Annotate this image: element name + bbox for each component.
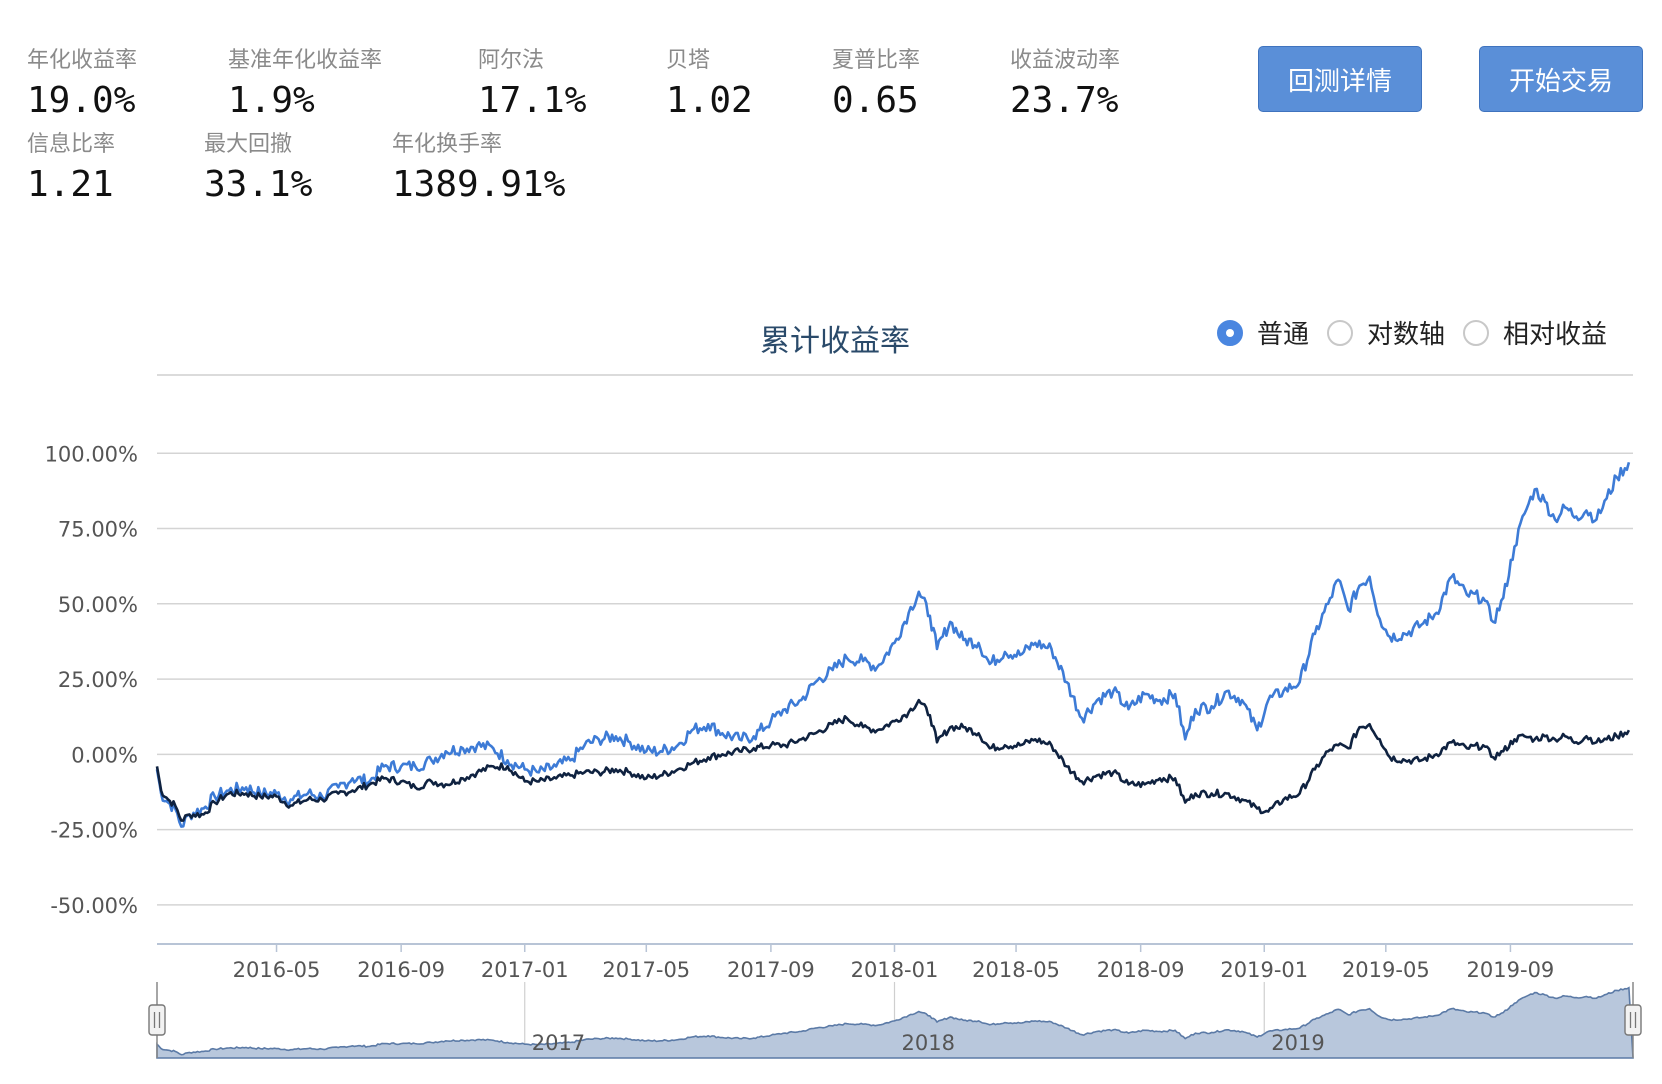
y-tick-label: 0.00%	[71, 743, 138, 767]
y-tick-label: 100.00%	[45, 442, 138, 466]
metric-sharpe: 夏普比率 0.65	[832, 48, 920, 122]
metric-value: 1389.91%	[392, 164, 566, 205]
metric-benchmark-annual-return: 基准年化收益率 1.9%	[228, 48, 382, 122]
metric-label: 年化换手率	[392, 132, 503, 157]
metric-value: 0.65	[832, 80, 919, 121]
navigator-right-handle[interactable]	[1624, 1004, 1642, 1036]
x-tick-label: 2019-01	[1220, 958, 1308, 982]
navigator-area	[156, 986, 1634, 1059]
metric-volatility: 收益波动率 23.7%	[1010, 48, 1120, 122]
metric-label: 最大回撤	[204, 132, 293, 157]
radio-log-axis[interactable]	[1327, 319, 1354, 346]
x-tick-label: 2018-01	[851, 958, 939, 982]
metric-label: 信息比率	[27, 132, 116, 157]
navigator-year-label: 2018	[901, 1031, 954, 1055]
x-tick-label: 2016-09	[357, 958, 445, 982]
radio-relative-return[interactable]	[1463, 319, 1490, 346]
metric-value: 17.1%	[478, 80, 587, 121]
metric-label: 收益波动率	[1010, 48, 1121, 73]
metric-label: 基准年化收益率	[228, 48, 383, 73]
metric-value: 1.21	[27, 164, 114, 205]
metric-beta: 贝塔 1.02	[666, 48, 753, 122]
y-tick-label: 50.00%	[58, 593, 138, 617]
radio-relative-return-label[interactable]: 相对收益	[1503, 320, 1608, 350]
metric-annual-return: 年化收益率 19.0%	[27, 48, 137, 122]
metric-value: 19.0%	[27, 80, 136, 121]
navigator-left-handle[interactable]	[148, 1004, 166, 1036]
strategy-series-line	[155, 461, 1631, 828]
backtest-details-button[interactable]: 回测详情	[1258, 46, 1422, 112]
y-tick-label: -25.00%	[50, 819, 138, 843]
navigator[interactable]: 2017 2018 2019	[148, 982, 1642, 1059]
metric-information-ratio: 信息比率 1.21	[27, 132, 115, 206]
metric-annual-turnover: 年化换手率 1389.91%	[392, 132, 565, 206]
grid	[157, 374, 1633, 945]
x-tick-label: 2018-09	[1097, 958, 1185, 982]
metric-label: 贝塔	[666, 48, 711, 73]
x-tick-label: 2018-05	[972, 958, 1060, 982]
x-tick-label: 2017-09	[727, 958, 815, 982]
radio-normal-label[interactable]: 普通	[1257, 320, 1310, 350]
radio-normal[interactable]	[1217, 319, 1243, 346]
x-axis-ticks: 2016-05 2016-09 2017-01 2017-05 2017-09 2018-…	[233, 944, 1555, 982]
series	[155, 461, 1631, 828]
x-tick-label: 2017-01	[481, 958, 569, 982]
metric-label: 年化收益率	[27, 48, 138, 73]
metric-value: 1.02	[666, 80, 753, 121]
x-tick-label: 2017-05	[602, 958, 690, 982]
x-tick-label: 2019-09	[1467, 958, 1555, 982]
benchmark-series-line	[155, 698, 1631, 822]
y-tick-label: -50.00%	[50, 894, 138, 918]
navigator-year-label: 2019	[1271, 1031, 1324, 1055]
y-tick-label: 75.00%	[58, 518, 138, 542]
start-trading-button[interactable]: 开始交易	[1479, 46, 1643, 112]
metric-value: 23.7%	[1010, 80, 1119, 121]
chart-title: 累计收益率	[760, 324, 910, 359]
y-axis-ticks: 100.00% 75.00% 50.00% 25.00% 0.00% -25.00% -50…	[45, 442, 138, 918]
metric-max-drawdown: 最大回撤 33.1%	[204, 132, 312, 206]
x-tick-label: 2016-05	[233, 958, 321, 982]
navigator-year-label: 2017	[532, 1031, 585, 1055]
metric-label: 阿尔法	[478, 48, 545, 73]
scale-options: 普通 对数轴 相对收益	[1217, 314, 1607, 351]
x-tick-label: 2019-05	[1342, 958, 1430, 982]
metric-value: 1.9%	[228, 80, 315, 121]
y-tick-label: 25.00%	[58, 668, 138, 692]
metric-alpha: 阿尔法 17.1%	[478, 48, 586, 122]
radio-log-axis-label[interactable]: 对数轴	[1367, 320, 1446, 350]
metric-label: 夏普比率	[832, 48, 921, 73]
metric-value: 33.1%	[204, 164, 313, 205]
